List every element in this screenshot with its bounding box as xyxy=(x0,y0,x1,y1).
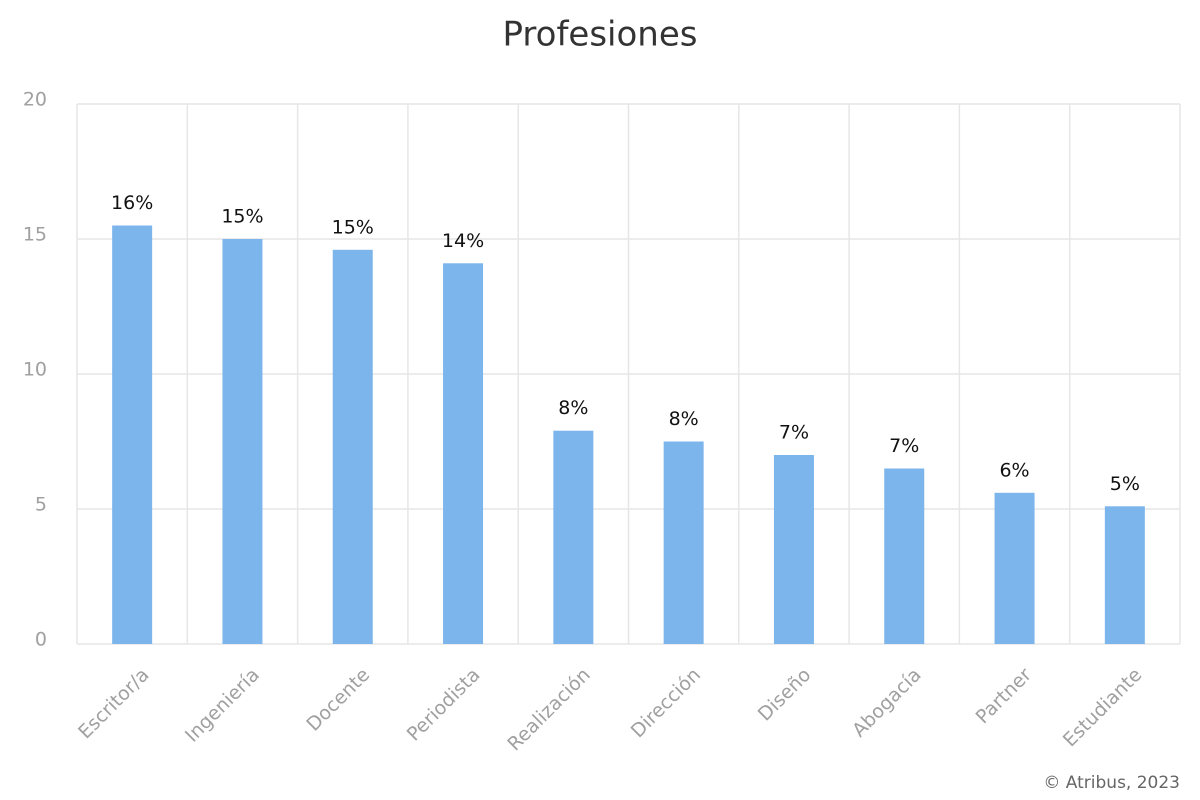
x-tick-label: Docente xyxy=(302,664,374,736)
value-label: 6% xyxy=(999,459,1029,481)
x-tick-label: Partner xyxy=(972,664,1037,729)
x-tick-label: Ingeniería xyxy=(181,664,264,747)
x-tick-label: Realización xyxy=(503,664,594,755)
x-tick-label: Dirección xyxy=(627,664,705,742)
y-tick-label: 15 xyxy=(23,224,47,246)
y-tick-label: 10 xyxy=(23,359,47,381)
x-tick-label: Estudiante xyxy=(1059,664,1146,751)
bar xyxy=(663,441,704,644)
value-label: 5% xyxy=(1110,473,1140,495)
bar xyxy=(222,239,263,644)
value-label: 7% xyxy=(889,435,919,457)
x-tick-label: Escritor/a xyxy=(74,664,153,743)
value-label: 15% xyxy=(221,206,263,228)
value-label: 15% xyxy=(332,216,374,238)
value-label: 8% xyxy=(669,408,699,430)
bar xyxy=(1104,506,1145,644)
bar xyxy=(112,225,153,644)
y-tick-label: 0 xyxy=(35,629,47,651)
credit: © Atribus, 2023 xyxy=(1043,773,1180,793)
y-tick-label: 5 xyxy=(35,494,47,516)
bar xyxy=(773,455,814,644)
y-tick-label: 20 xyxy=(23,89,47,111)
x-tick-label: Diseño xyxy=(754,664,816,726)
bar xyxy=(884,468,925,644)
value-label: 8% xyxy=(558,397,588,419)
bar xyxy=(994,492,1035,644)
bar xyxy=(443,263,484,644)
x-tick-label: Periodista xyxy=(403,664,485,746)
value-label: 14% xyxy=(442,230,484,252)
value-label: 16% xyxy=(111,192,153,214)
x-tick-label: Abogacía xyxy=(848,664,926,742)
bar xyxy=(332,249,373,645)
bar xyxy=(553,430,594,644)
value-label: 7% xyxy=(779,422,809,444)
chart-title: Profesiones xyxy=(503,15,698,55)
